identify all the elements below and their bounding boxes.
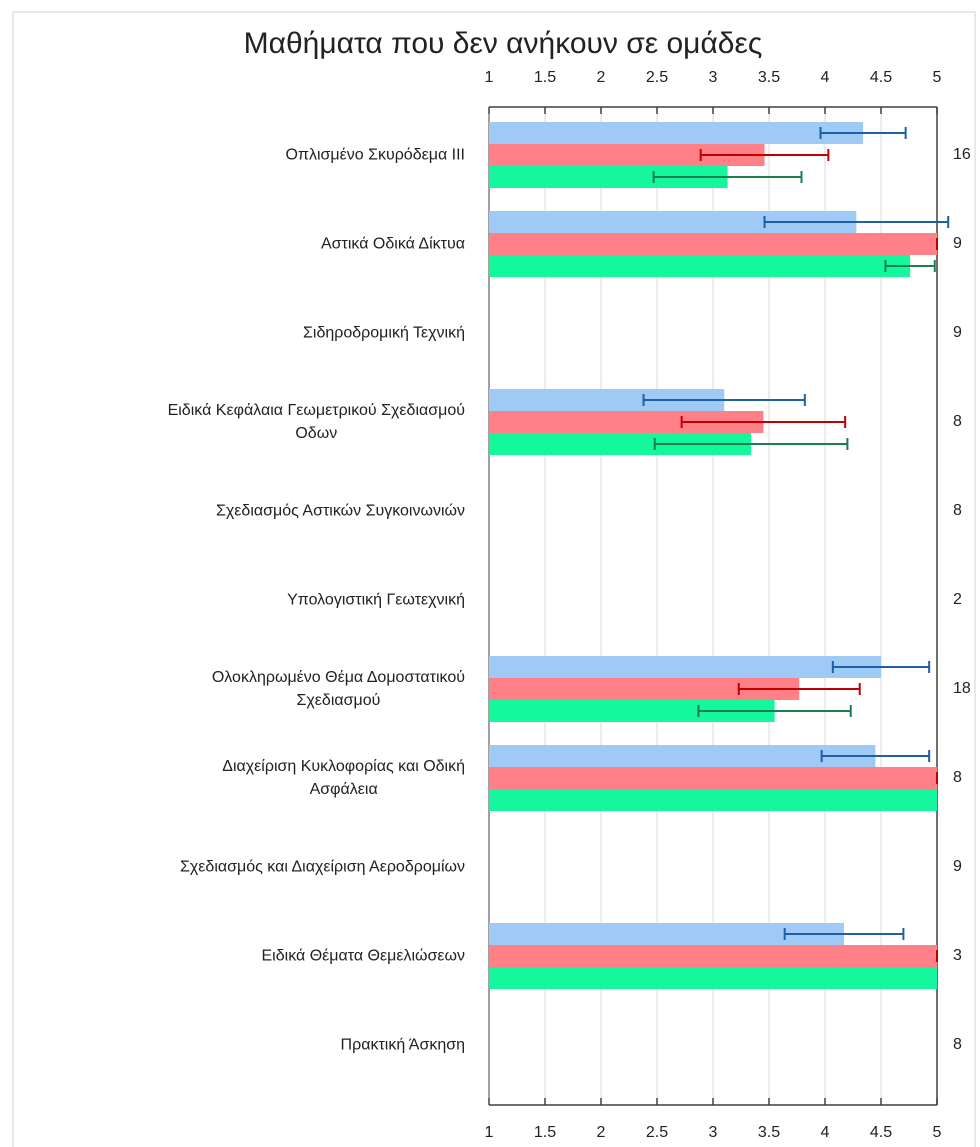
error-bar: [819, 127, 907, 139]
bar: [489, 767, 937, 789]
bar: [489, 745, 876, 767]
chart-title: Μαθήματα που δεν ανήκουν σε ομάδες: [244, 27, 763, 60]
bar: [489, 789, 937, 811]
category-label: Ολοκληρωμένο Θέμα Δομοστατικού Σχεδιασμο…: [211, 669, 465, 709]
x-tick-label-bottom: 5: [933, 1124, 942, 1141]
count-label: 8: [953, 769, 962, 786]
count-label: 9: [953, 235, 962, 252]
bar: [489, 122, 864, 144]
bar: [489, 389, 725, 411]
error-bar: [642, 394, 806, 406]
x-tick-label-bottom: 4: [821, 1124, 830, 1141]
count-label: 18: [953, 680, 971, 697]
count-label: 9: [953, 858, 962, 875]
count-label: 8: [953, 502, 962, 519]
x-tick-label-bottom: 2: [597, 1124, 606, 1141]
bar: [489, 144, 765, 166]
error-bar: [884, 260, 936, 272]
count-label: 2: [953, 591, 962, 608]
error-bar: [699, 149, 830, 161]
chart-border: [12, 11, 976, 1147]
count-label: 3: [953, 947, 962, 964]
bar: [489, 700, 775, 722]
x-tick-label-top: 2.5: [646, 69, 668, 86]
category-label: Πρακτική Άσκηση: [340, 1036, 465, 1054]
x-tick-label-top: 1: [485, 69, 494, 86]
category-label: Οπλισμένο Σκυρόδεμα ΙΙΙ: [285, 146, 465, 164]
x-tick-label-top: 3.5: [758, 69, 780, 86]
count-label: 8: [953, 1036, 962, 1053]
count-label: 16: [953, 146, 971, 163]
error-bar: [697, 705, 852, 717]
x-tick-label-top: 3: [709, 69, 718, 86]
x-tick-label-bottom: 3: [709, 1124, 718, 1141]
error-bar: [680, 416, 847, 428]
x-tick-label-top: 1.5: [534, 69, 556, 86]
error-bar: [652, 171, 803, 183]
error-bar: [737, 683, 861, 695]
category-label: Διαχείριση Κυκλοφορίας και Οδική Ασφάλει…: [222, 758, 465, 798]
error-bar: [831, 661, 931, 673]
bar: [489, 166, 728, 188]
x-tick-label-bottom: 1: [485, 1124, 494, 1141]
error-bar: [820, 750, 931, 762]
bar: [489, 433, 752, 455]
category-label: Σιδηροδρομική Τεχνική: [303, 324, 465, 342]
x-tick-label-top: 2: [597, 69, 606, 86]
x-tick-label-top: 4.5: [870, 69, 892, 86]
category-label: Σχεδιασμός και Διαχείριση Αεροδρομίων: [180, 858, 465, 876]
bar: [489, 923, 845, 945]
error-bar: [653, 438, 849, 450]
error-bar: [783, 928, 905, 940]
category-label: Ειδικά Κεφάλαια Γεωμετρικού Σχεδιασμού Ο…: [167, 402, 465, 442]
x-tick-label-bottom: 1.5: [534, 1124, 556, 1141]
count-label: 8: [953, 413, 962, 430]
category-label: Υπολογιστική Γεωτεχνική: [287, 591, 465, 609]
bar: [489, 255, 911, 277]
bar: [489, 967, 937, 989]
bar: [489, 411, 764, 433]
bar: [489, 233, 937, 255]
x-tick-label-top: 4: [821, 69, 830, 86]
x-tick-label-bottom: 2.5: [646, 1124, 668, 1141]
bar: [489, 945, 937, 967]
x-tick-label-top: 5: [933, 69, 942, 86]
x-tick-label-bottom: 4.5: [870, 1124, 892, 1141]
category-label: Ειδικά Θέματα Θεμελιώσεων: [261, 947, 466, 965]
category-label: Αστικά Οδικά Δίκτυα: [320, 235, 465, 253]
error-bar: [763, 216, 950, 228]
x-tick-label-bottom: 3.5: [758, 1124, 780, 1141]
count-label: 9: [953, 324, 962, 341]
category-label: Σχεδιασμός Αστικών Συγκοινωνιών: [216, 502, 465, 520]
bar: [489, 656, 881, 678]
bar: [489, 678, 800, 700]
